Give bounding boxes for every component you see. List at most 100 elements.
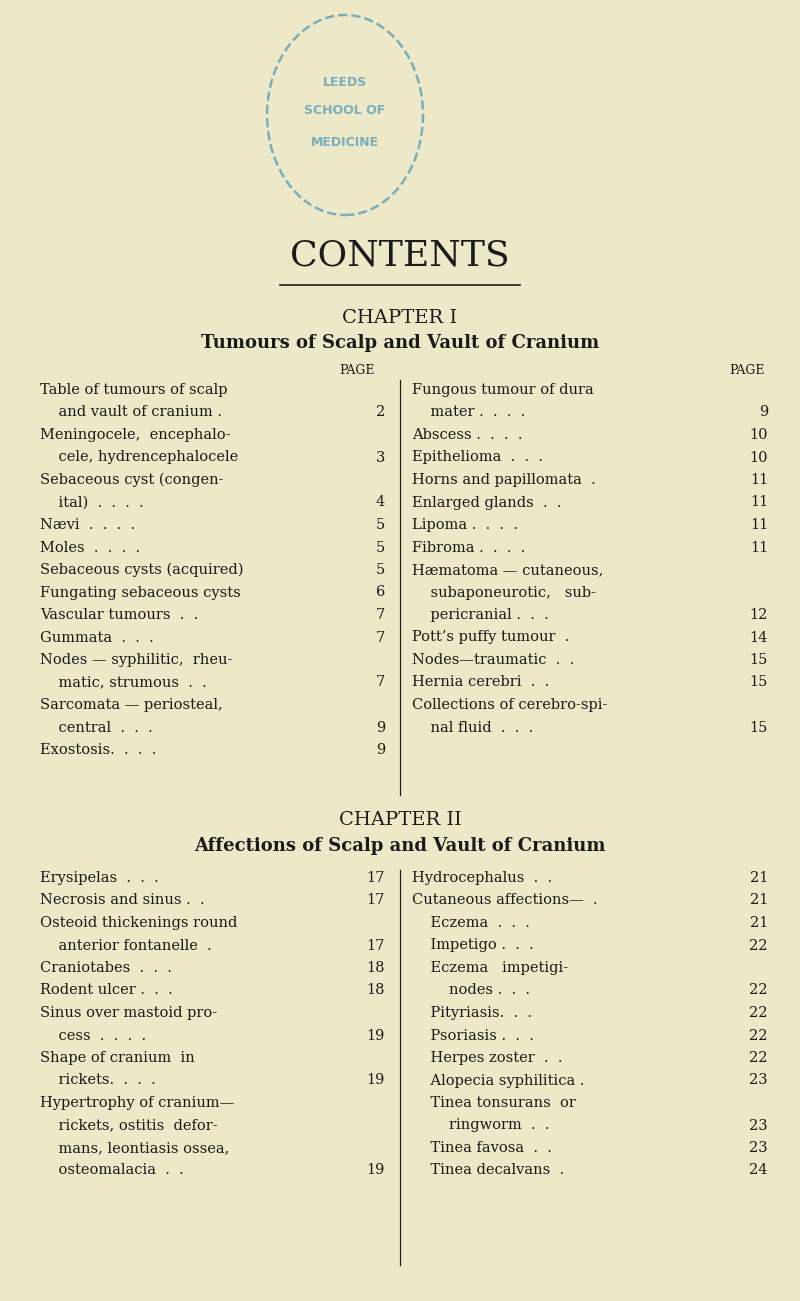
Text: Fungating sebaceous cysts: Fungating sebaceous cysts xyxy=(40,585,241,600)
Text: 21: 21 xyxy=(750,916,768,930)
Text: Tumours of Scalp and Vault of Cranium: Tumours of Scalp and Vault of Cranium xyxy=(201,334,599,353)
Text: Cutaneous affections—  .: Cutaneous affections— . xyxy=(412,894,598,908)
Text: Tinea tonsurans  or: Tinea tonsurans or xyxy=(412,1095,576,1110)
Text: Fungous tumour of dura: Fungous tumour of dura xyxy=(412,382,594,397)
Text: cele, hydrencephalocele: cele, hydrencephalocele xyxy=(40,450,238,464)
Text: LEEDS: LEEDS xyxy=(323,77,367,90)
Text: 11: 11 xyxy=(750,474,768,487)
Text: 9: 9 xyxy=(376,743,385,757)
Text: Sarcomata — periosteal,: Sarcomata — periosteal, xyxy=(40,699,222,712)
Text: 22: 22 xyxy=(750,984,768,998)
Text: 21: 21 xyxy=(750,894,768,908)
Text: Hypertrophy of cranium—: Hypertrophy of cranium— xyxy=(40,1095,234,1110)
Text: rickets, ostitis  defor-: rickets, ostitis defor- xyxy=(40,1119,218,1132)
Text: 22: 22 xyxy=(750,1006,768,1020)
Text: mater .  .  .  .: mater . . . . xyxy=(412,406,526,419)
Text: Vascular tumours  .  .: Vascular tumours . . xyxy=(40,608,198,622)
Text: 11: 11 xyxy=(750,496,768,510)
Text: pericranial .  .  .: pericranial . . . xyxy=(412,608,549,622)
Text: Collections of cerebro-spi-: Collections of cerebro-spi- xyxy=(412,699,607,712)
Text: 23: 23 xyxy=(750,1073,768,1088)
Text: 5: 5 xyxy=(376,540,385,554)
Text: matic, strumous  .  .: matic, strumous . . xyxy=(40,675,206,690)
Text: 24: 24 xyxy=(750,1163,768,1177)
Text: Alopecia syphilitica .: Alopecia syphilitica . xyxy=(412,1073,585,1088)
Text: Hæmatoma — cutaneous,: Hæmatoma — cutaneous, xyxy=(412,563,603,578)
Text: Fibroma .  .  .  .: Fibroma . . . . xyxy=(412,540,526,554)
Text: Eczema   impetigi-: Eczema impetigi- xyxy=(412,961,568,974)
Text: mans, leontiasis ossea,: mans, leontiasis ossea, xyxy=(40,1141,230,1155)
Text: 7: 7 xyxy=(376,631,385,644)
Text: Shape of cranium  in: Shape of cranium in xyxy=(40,1051,194,1066)
Text: Meningocele,  encephalo-: Meningocele, encephalo- xyxy=(40,428,230,442)
Text: Lipoma .  .  .  .: Lipoma . . . . xyxy=(412,518,518,532)
Text: Tinea favosa  .  .: Tinea favosa . . xyxy=(412,1141,552,1155)
Text: Necrosis and sinus .  .: Necrosis and sinus . . xyxy=(40,894,205,908)
Text: subaponeurotic,   sub-: subaponeurotic, sub- xyxy=(412,585,596,600)
Text: Hernia cerebri  .  .: Hernia cerebri . . xyxy=(412,675,550,690)
Text: 10: 10 xyxy=(750,428,768,442)
Text: 23: 23 xyxy=(750,1141,768,1155)
Text: 18: 18 xyxy=(366,984,385,998)
Text: 19: 19 xyxy=(366,1073,385,1088)
Text: 5: 5 xyxy=(376,563,385,578)
Text: cess  .  .  .  .: cess . . . . xyxy=(40,1029,146,1042)
Text: Herpes zoster  .  .: Herpes zoster . . xyxy=(412,1051,562,1066)
Text: Osteoid thickenings round: Osteoid thickenings round xyxy=(40,916,238,930)
Text: and vault of cranium .: and vault of cranium . xyxy=(40,406,222,419)
Text: 21: 21 xyxy=(750,870,768,885)
Text: Epithelioma  .  .  .: Epithelioma . . . xyxy=(412,450,543,464)
Text: Moles  .  .  .  .: Moles . . . . xyxy=(40,540,140,554)
Text: 19: 19 xyxy=(366,1029,385,1042)
Text: ringworm  .  .: ringworm . . xyxy=(412,1119,550,1132)
Text: Horns and papillomata  .: Horns and papillomata . xyxy=(412,474,596,487)
Text: anterior fontanelle  .: anterior fontanelle . xyxy=(40,938,212,952)
Text: central  .  .  .: central . . . xyxy=(40,721,153,735)
Text: 18: 18 xyxy=(366,961,385,974)
Text: Affections of Scalp and Vault of Cranium: Affections of Scalp and Vault of Cranium xyxy=(194,837,606,855)
Text: Hydrocephalus  .  .: Hydrocephalus . . xyxy=(412,870,552,885)
Text: 22: 22 xyxy=(750,1029,768,1042)
Text: 22: 22 xyxy=(750,1051,768,1066)
Text: 17: 17 xyxy=(366,870,385,885)
Text: 19: 19 xyxy=(366,1163,385,1177)
Text: Abscess .  .  .  .: Abscess . . . . xyxy=(412,428,522,442)
Text: Nævi  .  .  .  .: Nævi . . . . xyxy=(40,518,135,532)
Text: Impetigo .  .  .: Impetigo . . . xyxy=(412,938,534,952)
Text: 9: 9 xyxy=(376,721,385,735)
Text: Nodes—traumatic  .  .: Nodes—traumatic . . xyxy=(412,653,574,667)
Text: 9: 9 xyxy=(758,406,768,419)
Text: Erysipelas  .  .  .: Erysipelas . . . xyxy=(40,870,158,885)
Text: PAGE: PAGE xyxy=(730,363,765,376)
Text: MEDICINE: MEDICINE xyxy=(311,137,379,150)
Text: Table of tumours of scalp: Table of tumours of scalp xyxy=(40,382,227,397)
Text: Tinea decalvans  .: Tinea decalvans . xyxy=(412,1163,564,1177)
Text: 15: 15 xyxy=(750,675,768,690)
Text: 22: 22 xyxy=(750,938,768,952)
Text: 4: 4 xyxy=(376,496,385,510)
Text: 6: 6 xyxy=(376,585,385,600)
Text: Pott’s puffy tumour  .: Pott’s puffy tumour . xyxy=(412,631,570,644)
Text: 10: 10 xyxy=(750,450,768,464)
Text: Rodent ulcer .  .  .: Rodent ulcer . . . xyxy=(40,984,173,998)
Text: CHAPTER II: CHAPTER II xyxy=(338,811,462,829)
Text: Nodes — syphilitic,  rheu-: Nodes — syphilitic, rheu- xyxy=(40,653,232,667)
Text: Exostosis.  .  .  .: Exostosis. . . . xyxy=(40,743,156,757)
Text: CONTENTS: CONTENTS xyxy=(290,238,510,272)
Text: 12: 12 xyxy=(750,608,768,622)
Text: 7: 7 xyxy=(376,675,385,690)
Text: Enlarged glands  .  .: Enlarged glands . . xyxy=(412,496,562,510)
Text: nodes .  .  .: nodes . . . xyxy=(412,984,530,998)
Text: CHAPTER I: CHAPTER I xyxy=(342,310,458,327)
Text: 14: 14 xyxy=(750,631,768,644)
Text: 15: 15 xyxy=(750,721,768,735)
Text: 17: 17 xyxy=(366,894,385,908)
Text: Psoriasis .  .  .: Psoriasis . . . xyxy=(412,1029,534,1042)
Text: Sebaceous cysts (acquired): Sebaceous cysts (acquired) xyxy=(40,563,243,578)
Text: nal fluid  .  .  .: nal fluid . . . xyxy=(412,721,534,735)
Text: Gummata  .  .  .: Gummata . . . xyxy=(40,631,154,644)
Text: PAGE: PAGE xyxy=(339,363,375,376)
Text: 11: 11 xyxy=(750,518,768,532)
Text: 11: 11 xyxy=(750,540,768,554)
Text: SCHOOL OF: SCHOOL OF xyxy=(304,104,386,117)
